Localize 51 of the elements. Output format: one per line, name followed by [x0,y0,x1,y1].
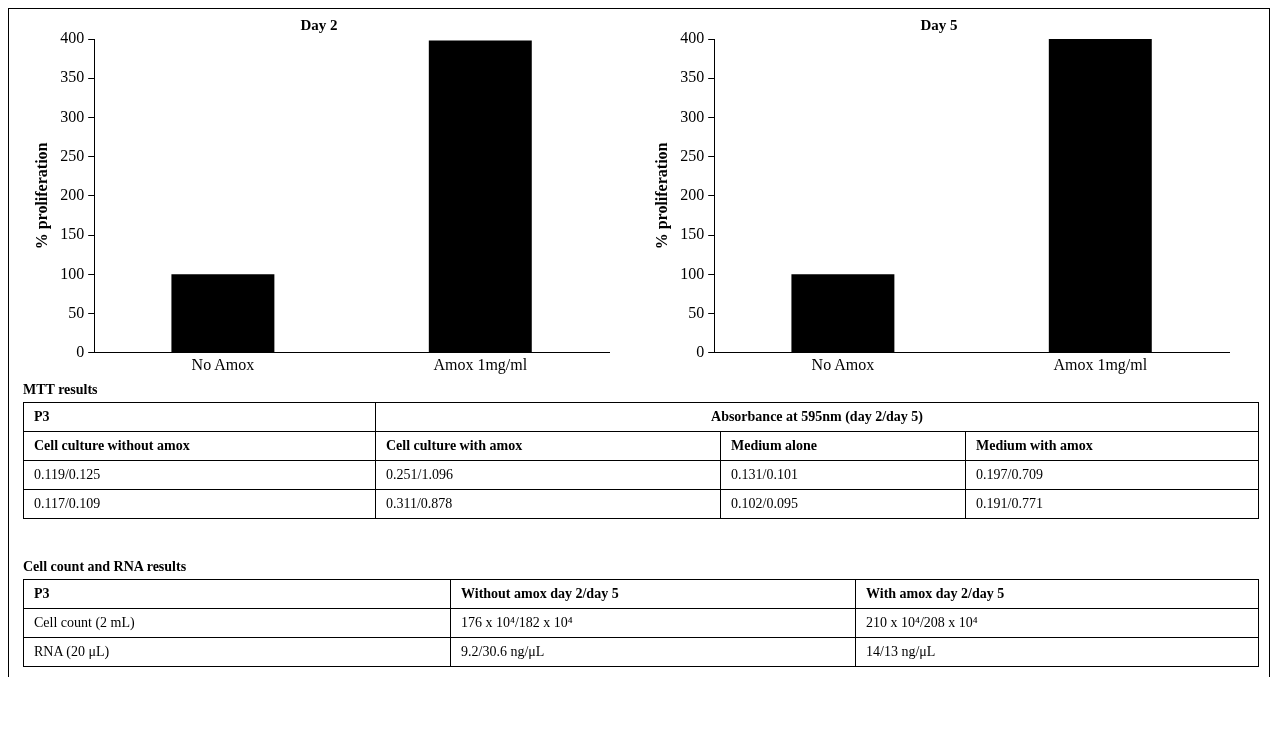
y-axis-title: % proliferation [652,142,671,250]
chart-title: Day 5 [920,16,958,33]
x-tick-label: No Amox [191,355,255,373]
y-tick-label: 50 [688,303,705,321]
text: 176 x 10⁴/182 x 10⁴ [450,608,856,638]
text: 0.117/0.109 [23,489,376,519]
text: Cell count and RNA results [23,559,188,575]
y-tick-label: 150 [680,225,705,243]
text: 0.102/0.095 [720,489,966,519]
text: 14/13 ng/μL [855,637,1259,667]
y-tick-label: 350 [60,68,85,86]
chart-title: Day 2 [300,16,338,33]
text: Absorbance at 595nm (day 2/day 5) [375,402,1259,432]
text: P3 [23,579,451,609]
text: 0.251/1.096 [375,460,721,490]
y-tick-label: 200 [60,186,85,204]
y-tick-label: 50 [68,303,85,321]
text: Cell culture with amox [375,431,721,461]
text: 0.197/0.709 [965,460,1259,490]
y-axis-title: % proliferation [32,142,51,250]
y-tick-label: 350 [680,68,705,86]
y-tick-label: 0 [696,343,705,360]
text: Without amox day 2/day 5 [450,579,856,609]
text: 9.2/30.6 ng/μL [450,637,856,667]
x-tick-label: Amox 1mg/ml [433,355,528,374]
x-tick-label: No Amox [811,355,875,373]
y-tick-label: 250 [60,146,85,164]
text: 210 x 10⁴/208 x 10⁴ [855,608,1259,638]
text: Medium alone [720,431,966,461]
y-tick-label: 400 [680,29,705,47]
y-tick-label: 100 [60,264,85,282]
text: Medium with amox [965,431,1259,461]
text: 0.311/0.878 [375,489,721,519]
text: With amox day 2/day 5 [855,579,1259,609]
text: 0.119/0.125 [23,460,376,490]
text: 0.191/0.771 [965,489,1259,519]
text: Cell count (2 mL) [23,608,451,638]
text: 0.131/0.101 [720,460,966,490]
y-tick-label: 200 [680,186,705,204]
text: Cell culture without amox [23,431,376,461]
text: MTT results [23,382,99,398]
y-tick-label: 250 [680,146,705,164]
y-tick-label: 0 [76,343,85,360]
y-tick-label: 300 [60,107,85,125]
y-tick-label: 150 [60,225,85,243]
x-tick-label: Amox 1mg/ml [1053,355,1148,374]
y-tick-label: 100 [680,264,705,282]
text: P3 [23,402,376,432]
y-tick-label: 300 [680,107,705,125]
text: RNA (20 μL) [23,637,451,667]
y-tick-label: 400 [60,29,85,47]
